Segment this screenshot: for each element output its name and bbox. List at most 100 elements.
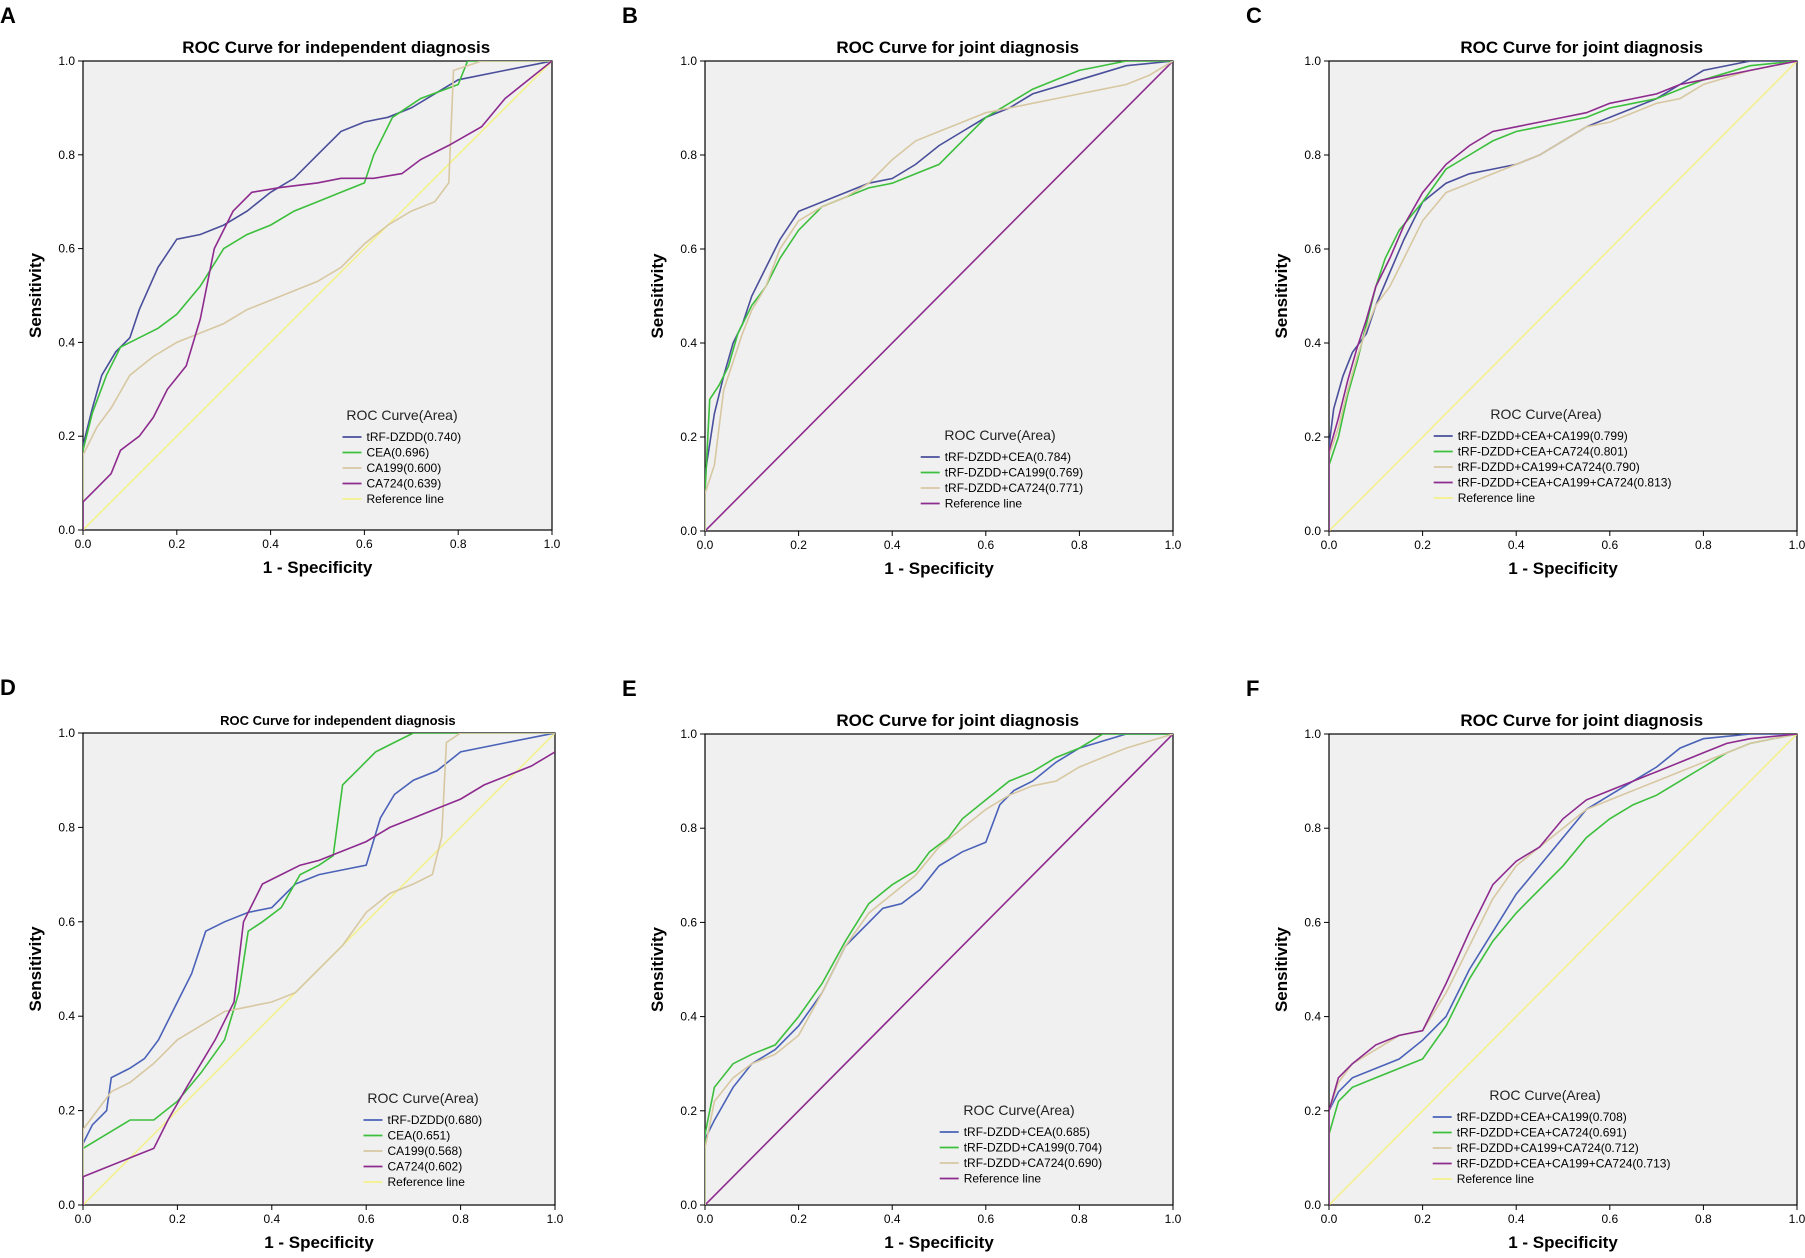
y-tick-label: 0.4 — [58, 335, 75, 349]
y-tick-label: 0.2 — [1304, 1104, 1321, 1118]
x-tick-label: 0.0 — [697, 538, 714, 552]
legend-label: Reference line — [388, 1175, 466, 1189]
legend-label: tRF-DZDD+CEA(0.685) — [964, 1125, 1090, 1139]
x-tick-label: 0.2 — [1414, 538, 1431, 552]
legend-label: tRF-DZDD+CA724(0.771) — [945, 481, 1083, 495]
x-tick-label: 0.6 — [358, 1212, 375, 1226]
panel-e: E ROC Curve for joint diagnosis 0.0 0.2 0.4 0… — [622, 676, 1182, 1252]
y-tick-label: 0.4 — [680, 336, 697, 350]
roc-curve — [83, 61, 552, 530]
x-tick-label: 0.8 — [1071, 1212, 1088, 1226]
y-tick-label: 0.6 — [680, 242, 697, 256]
x-tick-label: 1.0 — [1789, 1212, 1805, 1226]
roc-curve — [83, 733, 555, 1205]
y-tick-label: 0.6 — [58, 242, 75, 256]
y-tick-label: 0.2 — [58, 1104, 75, 1118]
y-tick-label: 0.4 — [1304, 336, 1321, 350]
panel-b: B ROC Curve for joint diagnosis 0.0 0.2 0.4 0… — [622, 3, 1182, 578]
legend-label: CA199(0.600) — [367, 461, 442, 475]
x-tick-label: 0.4 — [263, 1212, 280, 1226]
legend-label: tRF-DZDD+CEA+CA199+CA724(0.813) — [1458, 476, 1672, 490]
legend-title: ROC Curve(Area) — [346, 407, 457, 423]
roc-curve — [1329, 61, 1797, 531]
panel-letter: A — [0, 3, 16, 28]
panel-c: C ROC Curve for joint diagnosis 0.0 0.2 0.4 0… — [1246, 3, 1805, 578]
roc-curve — [83, 61, 552, 530]
y-tick-label: 0.6 — [1304, 915, 1321, 929]
legend-title: ROC Curve(Area) — [367, 1090, 478, 1106]
chart-title: ROC Curve for joint diagnosis — [836, 711, 1079, 730]
panel-letter: F — [1246, 676, 1259, 701]
legend-title: ROC Curve(Area) — [1490, 406, 1601, 422]
legend-title: ROC Curve(Area) — [1489, 1087, 1600, 1103]
x-tick-label: 0.8 — [1695, 538, 1712, 552]
roc-curve — [1329, 734, 1797, 1205]
legend-label: tRF-DZDD+CEA+CA199+CA724(0.713) — [1457, 1157, 1671, 1171]
x-tick-label: 0.4 — [1508, 538, 1525, 552]
legend-label: tRF-DZDD(0.680) — [388, 1113, 483, 1127]
roc-curve — [705, 61, 1173, 531]
y-tick-label: 0.0 — [680, 1198, 697, 1212]
legend-label: CA724(0.639) — [367, 477, 442, 491]
panel-d: D ROC Curve for independent diagnosis 0.0 0… — [0, 675, 564, 1252]
roc-curve — [1329, 734, 1797, 1205]
legend: ROC Curve(Area) tRF-DZDD(0.740) CEA(0.696)… — [342, 407, 462, 506]
panel-letter: B — [622, 3, 638, 28]
legend-label: tRF-DZDD+CEA(0.784) — [945, 450, 1071, 464]
roc-curve — [1329, 61, 1797, 531]
y-tick-label: 0.0 — [58, 523, 75, 537]
roc-curve — [83, 733, 555, 1205]
x-tick-label: 0.0 — [1321, 538, 1338, 552]
x-tick-label: 0.6 — [1601, 538, 1618, 552]
y-tick-label: 0.6 — [680, 915, 697, 929]
chart-title: ROC Curve for joint diagnosis — [836, 38, 1079, 57]
roc-curve — [705, 61, 1173, 531]
y-tick-label: 0.6 — [1304, 242, 1321, 256]
x-tick-label: 0.4 — [884, 538, 901, 552]
y-tick-label: 0.2 — [680, 430, 697, 444]
reference-line — [1329, 734, 1797, 1205]
panel-letter: D — [0, 675, 16, 700]
roc-curve — [83, 61, 552, 530]
y-tick-label: 0.4 — [1304, 1010, 1321, 1024]
roc-curve — [1329, 61, 1797, 531]
x-tick-label: 0.2 — [790, 1212, 807, 1226]
x-tick-label: 0.4 — [884, 1212, 901, 1226]
y-tick-label: 0.2 — [58, 429, 75, 443]
chart-title: ROC Curve for independent diagnosis — [220, 713, 455, 728]
roc-curve — [705, 734, 1173, 1205]
y-tick-label: 1.0 — [680, 727, 697, 741]
legend-label: Reference line — [367, 492, 445, 506]
legend: ROC Curve(Area) tRF-DZDD+CEA+CA199(0.708)… — [1432, 1087, 1671, 1186]
legend-label: tRF-DZDD+CEA+CA199(0.799) — [1458, 429, 1628, 443]
y-tick-label: 1.0 — [1304, 727, 1321, 741]
roc-curve — [1329, 734, 1797, 1205]
y-tick-label: 0.2 — [680, 1104, 697, 1118]
x-axis-title: 1 - Specificity — [263, 558, 373, 577]
legend-title: ROC Curve(Area) — [963, 1102, 1074, 1118]
x-tick-label: 0.0 — [75, 1212, 92, 1226]
y-axis-title: Sensitivity — [26, 252, 45, 338]
legend-label: tRF-DZDD+CEA+CA724(0.691) — [1457, 1126, 1627, 1140]
legend-label: Reference line — [945, 497, 1023, 511]
x-tick-label: 0.6 — [977, 538, 994, 552]
roc-curve — [1329, 734, 1797, 1205]
roc-curve — [705, 734, 1173, 1205]
x-tick-label: 0.8 — [452, 1212, 469, 1226]
x-tick-label: 0.0 — [75, 537, 92, 551]
y-tick-label: 1.0 — [1304, 54, 1321, 68]
legend-label: tRF-DZDD(0.740) — [367, 430, 462, 444]
x-tick-label: 1.0 — [1789, 538, 1805, 552]
y-tick-label: 0.0 — [1304, 1198, 1321, 1212]
reference-line — [83, 61, 552, 530]
panel-f: F ROC Curve for joint diagnosis 0.0 0.2 0.4 0… — [1246, 676, 1805, 1252]
x-tick-label: 1.0 — [547, 1212, 564, 1226]
x-axis-title: 1 - Specificity — [884, 1233, 994, 1252]
x-tick-label: 0.4 — [1508, 1212, 1525, 1226]
y-tick-label: 1.0 — [680, 54, 697, 68]
y-tick-label: 0.0 — [1304, 524, 1321, 538]
legend-label: tRF-DZDD+CA199(0.769) — [945, 466, 1083, 480]
chart-title: ROC Curve for joint diagnosis — [1460, 38, 1703, 57]
legend-title: ROC Curve(Area) — [944, 427, 1055, 443]
